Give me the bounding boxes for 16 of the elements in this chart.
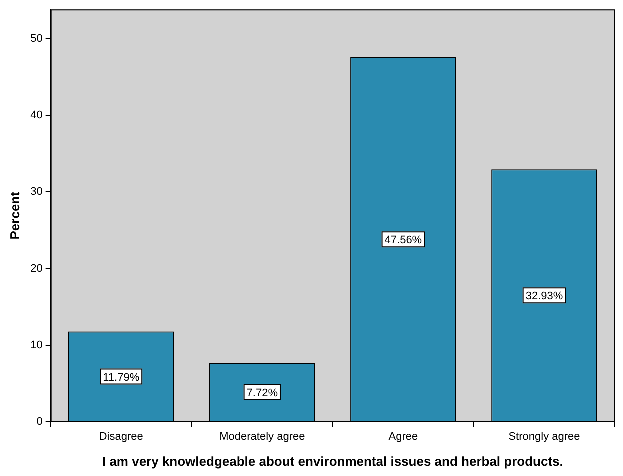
- x-tick-label: Agree: [388, 430, 418, 443]
- y-tick-label: 40: [30, 109, 43, 122]
- data-label: 47.56%: [384, 234, 422, 247]
- y-tick-label: 20: [30, 262, 43, 275]
- data-label: 32.93%: [526, 290, 564, 303]
- x-tick-label: Strongly agree: [508, 430, 580, 443]
- y-axis-title: Percent: [7, 191, 22, 240]
- data-label: 7.72%: [246, 387, 278, 400]
- data-label: 11.79%: [103, 372, 140, 384]
- y-tick-label: 30: [30, 186, 43, 198]
- y-tick-label: 10: [30, 340, 43, 352]
- x-axis-title: I am very knowledgeable about environmental issues and herbal products.: [102, 454, 564, 469]
- x-tick-label: Disagree: [99, 430, 144, 443]
- y-tick-label: 50: [30, 32, 43, 45]
- x-tick-label: Moderately agree: [220, 430, 306, 443]
- y-tick-label: 0: [36, 416, 43, 428]
